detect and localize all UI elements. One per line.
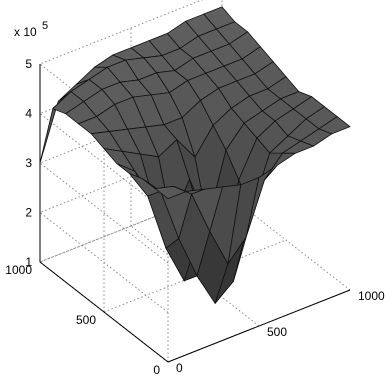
floor-edge [221, 189, 351, 291]
x-tick-label: 500 [267, 325, 287, 339]
floor-edge [39, 189, 223, 263]
z-tick-label: 1 [25, 255, 32, 269]
z-tick-label: 4 [25, 107, 32, 121]
y-tick-label: 1000 [5, 263, 32, 277]
wall-grid-line [39, 0, 204, 165]
x-tick-label: 1000 [358, 289, 385, 303]
surface-patch [318, 116, 351, 135]
z-tick-label: 2 [25, 206, 32, 220]
y-tick-label: 500 [76, 313, 96, 327]
x-axis-line [167, 289, 351, 363]
z-tick-label: 3 [25, 156, 32, 170]
surface-mesh [39, 6, 351, 305]
z-tick-label: 5 [25, 57, 32, 71]
z-multiplier-exponent: 5 [42, 20, 48, 32]
floor-grid-line [103, 239, 287, 313]
z-multiplier-base: x 10 [14, 25, 37, 39]
z-multiplier-label: x 10 5 [14, 20, 48, 39]
y-tick-label: 0 [153, 363, 160, 377]
y-axis-line [39, 261, 169, 363]
x-tick-label: 0 [176, 361, 183, 375]
